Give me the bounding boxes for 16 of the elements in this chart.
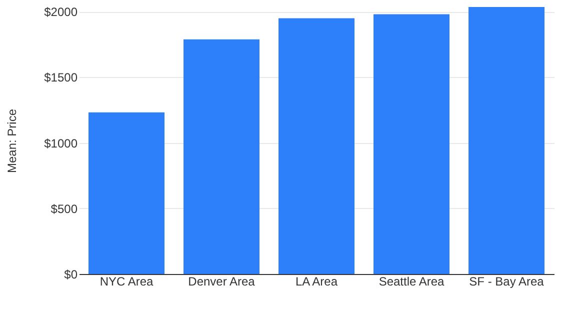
y-tick-label: $0 — [64, 268, 78, 282]
y-tick-label: $2000 — [44, 5, 78, 20]
bar — [88, 112, 164, 274]
bar — [184, 39, 260, 274]
bar — [278, 18, 354, 274]
bar — [374, 14, 450, 274]
y-tick-label: $500 — [50, 202, 78, 216]
y-tick-label: $1500 — [44, 70, 78, 85]
bar — [468, 7, 544, 274]
x-tick-label: LA Area — [295, 274, 338, 288]
x-tick-label: SF - Bay Area — [469, 274, 544, 288]
x-tick-label: NYC Area — [100, 274, 154, 288]
x-tick-label: Seattle Area — [378, 274, 445, 288]
y-axis-title: Mean: Price — [5, 108, 20, 174]
x-tick-label: Denver Area — [188, 274, 256, 288]
y-tick-label: $1000 — [44, 136, 78, 150]
